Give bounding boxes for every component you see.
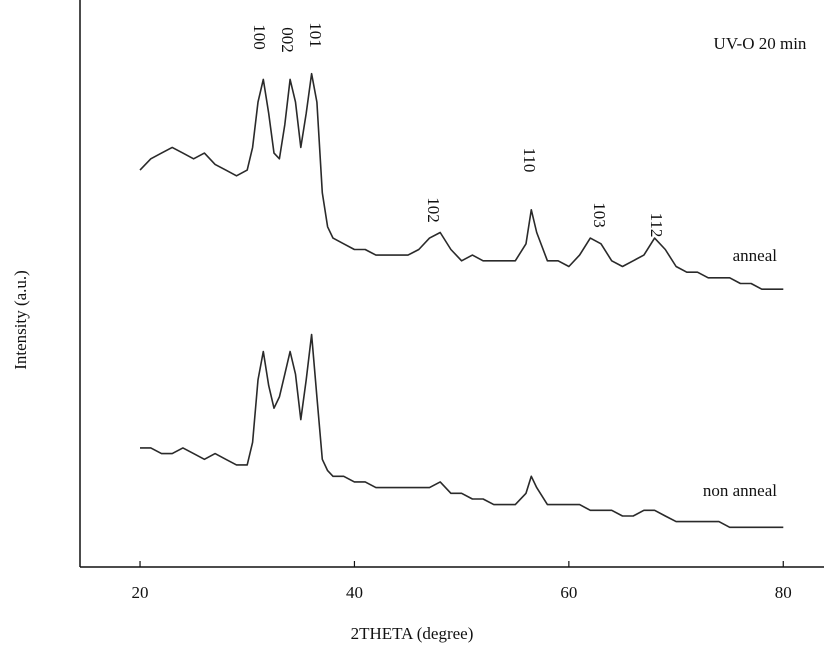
peak-label: 101: [306, 22, 325, 48]
x-tick-label: 80: [775, 583, 792, 602]
x-tick-label: 40: [346, 583, 363, 602]
peak-label: 112: [647, 213, 666, 238]
peak-label: 102: [424, 197, 443, 223]
x-tick-label: 60: [560, 583, 577, 602]
y-axis-label: Intensity (a.u.): [11, 270, 30, 370]
series-label: anneal: [733, 246, 778, 265]
peak-label: 110: [520, 148, 539, 173]
x-tick-label: 20: [132, 583, 149, 602]
chart-title: UV-O 20 min: [714, 34, 807, 53]
peak-label: 103: [590, 202, 609, 228]
series-label: non anneal: [703, 481, 777, 500]
peak-label: 100: [250, 24, 269, 50]
series-line: [139, 72, 784, 290]
peak-label: 002: [278, 27, 297, 53]
series-line: [140, 333, 784, 529]
x-axis-label: 2THETA (degree): [351, 624, 474, 643]
